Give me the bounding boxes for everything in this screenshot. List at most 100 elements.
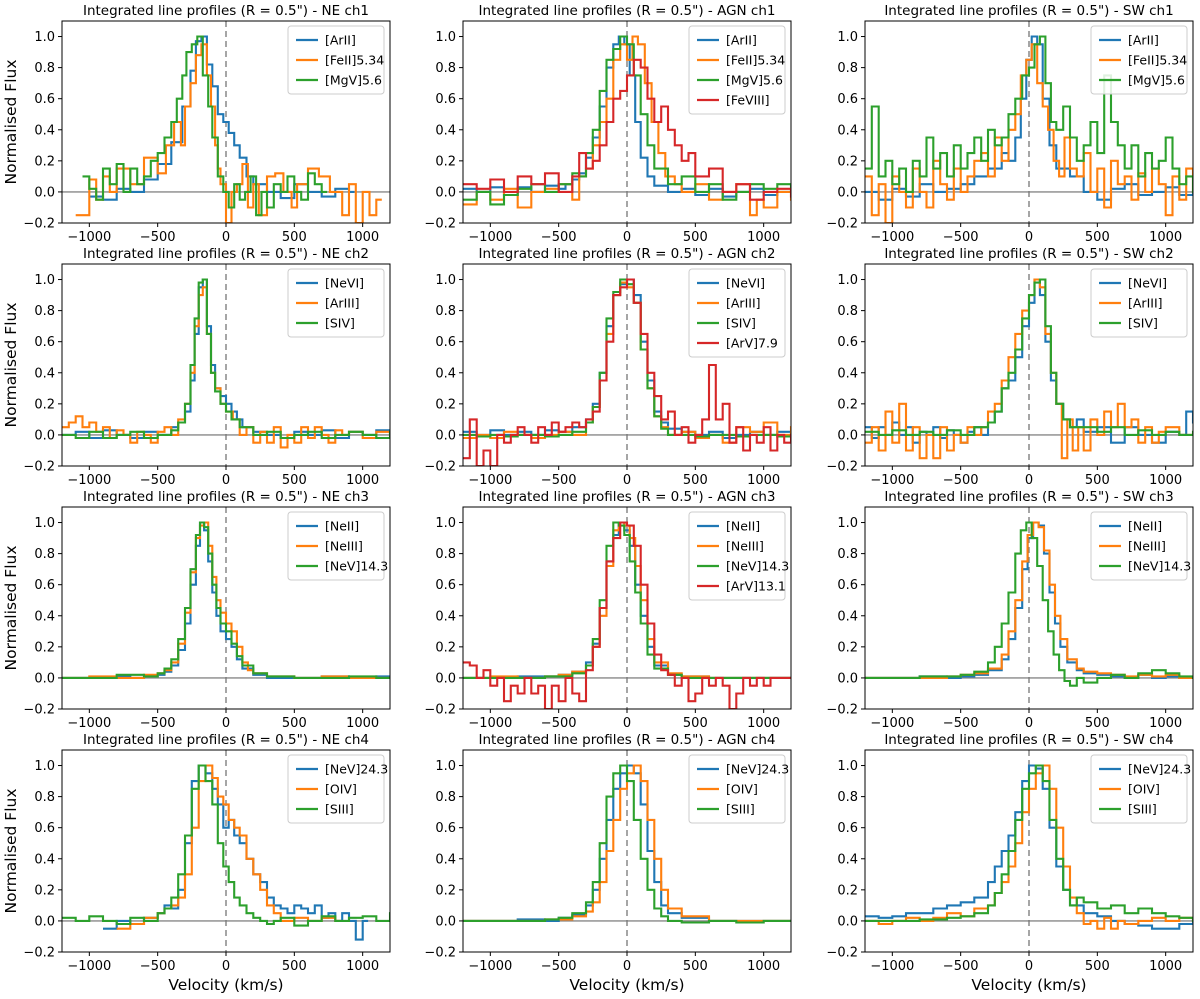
subplot-1: Integrated line profiles (R = 0.5") - NE… [2, 3, 391, 245]
series-group [865, 278, 1193, 460]
x-tick-label: −500 [541, 473, 577, 488]
legend-label: [FeII]5.34 [325, 53, 384, 68]
x-tick-label: 500 [282, 230, 307, 245]
legend-label: [NeV]24.3 [325, 762, 388, 777]
series-line [463, 521, 791, 709]
legend-label: [OIV] [726, 782, 758, 797]
x-tick-label: 1000 [1149, 716, 1182, 731]
y-tick-label: 0.8 [837, 61, 858, 76]
legend-label: [SIII] [1128, 802, 1157, 817]
subplot-10: Integrated line profiles (R = 0.5") - NE… [2, 732, 391, 994]
legend-label: [ArV]13.1 [726, 579, 786, 594]
y-tick-label: 0.2 [435, 883, 456, 898]
y-tick-label: −0.2 [826, 703, 858, 718]
y-tick-label: 0.0 [435, 185, 456, 200]
x-tick-label: −1000 [67, 959, 111, 974]
legend-box [688, 754, 786, 824]
y-tick-label: −0.2 [23, 703, 55, 718]
y-tick-label: 0.2 [34, 154, 55, 169]
y-tick-label: 0.0 [34, 428, 55, 443]
y-tick-label: 0.6 [837, 335, 858, 350]
x-tick-label: 1000 [1149, 473, 1182, 488]
y-tick-label: −0.2 [826, 946, 858, 961]
y-tick-label: 0.6 [435, 335, 456, 350]
y-tick-label: −0.2 [23, 217, 55, 232]
subplot-title: Integrated line profiles (R = 0.5") - AG… [479, 246, 776, 262]
y-axis-label: Normalised Flux [2, 303, 20, 428]
x-tick-label: −1000 [468, 716, 512, 731]
x-tick-label: 1000 [747, 230, 780, 245]
x-tick-label: −1000 [870, 716, 914, 731]
x-tick-label: 500 [683, 473, 708, 488]
legend-box [688, 25, 786, 115]
x-tick-label: 0 [623, 959, 631, 974]
y-tick-label: 0.2 [837, 883, 858, 898]
legend-box [287, 754, 385, 824]
y-axis-label: Normalised Flux [2, 60, 20, 185]
y-tick-label: 0.8 [837, 547, 858, 562]
y-axis-label: Normalised Flux [2, 789, 20, 914]
series-line [62, 521, 390, 679]
y-tick-label: 0.2 [435, 154, 456, 169]
x-tick-label: 1000 [1149, 959, 1182, 974]
subplot-title: Integrated line profiles (R = 0.5") - SW… [884, 3, 1173, 19]
y-tick-label: 0.4 [435, 852, 456, 867]
legend-label: [NeIII] [1128, 539, 1166, 554]
y-tick-label: 0.4 [435, 366, 456, 381]
x-tick-label: 500 [1085, 716, 1110, 731]
x-tick-label: 500 [282, 473, 307, 488]
subplot-title: Integrated line profiles (R = 0.5") - SW… [884, 732, 1173, 748]
y-tick-label: 0.0 [837, 914, 858, 929]
x-tick-label: 1000 [1149, 230, 1182, 245]
subplot-8: Integrated line profiles (R = 0.5") - AG… [424, 489, 792, 731]
series-line [62, 521, 390, 679]
y-tick-label: 1.0 [837, 759, 858, 774]
x-tick-label: −1000 [870, 959, 914, 974]
x-tick-label: 1000 [747, 716, 780, 731]
legend-label: [MgV]5.6 [325, 73, 382, 88]
x-tick-label: 1000 [346, 473, 379, 488]
y-tick-label: 1.0 [435, 273, 456, 288]
y-tick-label: −0.2 [826, 460, 858, 475]
x-tick-label: 500 [1085, 230, 1110, 245]
legend-label: [NeVI] [325, 276, 364, 291]
x-tick-label: −1000 [468, 473, 512, 488]
y-tick-label: 1.0 [34, 516, 55, 531]
series-line [62, 278, 390, 440]
y-tick-label: 0.6 [435, 578, 456, 593]
x-tick-label: 1000 [747, 959, 780, 974]
y-tick-label: 0.0 [34, 185, 55, 200]
legend-label: [MgV]5.6 [1128, 73, 1185, 88]
legend-label: [FeII]5.34 [726, 53, 785, 68]
legend-label: [OIV] [1128, 782, 1160, 797]
x-tick-label: −1000 [870, 473, 914, 488]
series-group [463, 278, 791, 466]
y-tick-label: 0.0 [435, 428, 456, 443]
subplot-9: Integrated line profiles (R = 0.5") - SW… [826, 489, 1194, 731]
subplot-title: Integrated line profiles (R = 0.5") - AG… [479, 489, 776, 505]
x-tick-label: −1000 [67, 473, 111, 488]
x-tick-label: 500 [683, 716, 708, 731]
legend-label: [NeV]14.3 [1128, 559, 1191, 574]
y-tick-label: 0.0 [837, 428, 858, 443]
y-tick-label: 0.8 [435, 61, 456, 76]
x-tick-label: −1000 [67, 230, 111, 245]
legend-label: [FeII]5.34 [1128, 53, 1187, 68]
legend-label: [NeV]24.3 [1128, 762, 1191, 777]
y-tick-label: 1.0 [34, 30, 55, 45]
y-tick-label: 0.2 [34, 883, 55, 898]
y-tick-label: 0.6 [34, 335, 55, 350]
x-tick-label: 1000 [747, 473, 780, 488]
legend: [ArII] [FeII]5.34 [MgV]5.6 [287, 25, 385, 95]
series-line [865, 278, 1193, 436]
legend-label: [NeV]24.3 [726, 762, 789, 777]
legend: [NeV]24.3 [OIV] [SIII] [287, 754, 388, 824]
y-tick-label: 0.2 [837, 640, 858, 655]
x-tick-label: 500 [683, 959, 708, 974]
y-tick-label: 1.0 [34, 759, 55, 774]
y-tick-label: 0.6 [34, 578, 55, 593]
series-group [62, 764, 390, 941]
y-tick-label: −0.2 [424, 946, 456, 961]
x-tick-label: −500 [943, 473, 979, 488]
y-tick-label: 0.6 [435, 821, 456, 836]
